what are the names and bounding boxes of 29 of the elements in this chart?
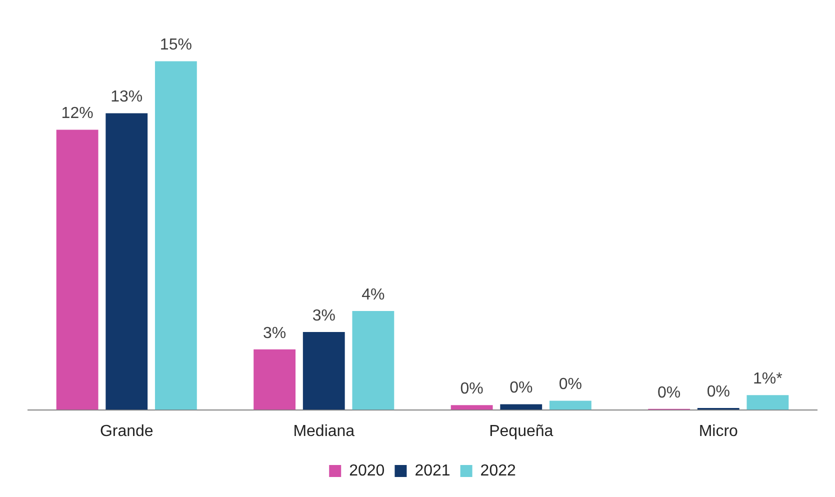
- bar: [106, 113, 148, 410]
- data-label: 0%: [558, 376, 582, 394]
- data-label: 0%: [658, 384, 681, 402]
- legend-label: 2022: [480, 462, 516, 480]
- data-label: 0%: [460, 380, 484, 398]
- bar: [450, 405, 493, 410]
- data-label: 0%: [706, 383, 730, 400]
- data-label: 15%: [160, 36, 192, 54]
- bar: [746, 395, 789, 410]
- bar: [352, 311, 394, 410]
- bar: [500, 404, 542, 410]
- x-tick-label: Grande: [100, 422, 154, 440]
- data-label: 3%: [263, 324, 286, 342]
- x-tick-label: Micro: [698, 422, 738, 440]
- legend-label: 2020: [349, 462, 385, 480]
- data-label: 3%: [312, 307, 336, 324]
- x-tick-label: Mediana: [293, 422, 355, 440]
- legend-label: 2021: [414, 462, 450, 480]
- x-tick-label: Pequeña: [489, 422, 554, 440]
- data-label: 1%*: [753, 370, 782, 388]
- data-label: 12%: [61, 105, 94, 122]
- data-label: 13%: [110, 88, 143, 106]
- bar: [254, 349, 296, 410]
- data-label: 4%: [362, 286, 385, 304]
- bar: [154, 61, 197, 410]
- bar: [549, 400, 592, 410]
- bar: [302, 332, 345, 410]
- bar: [56, 130, 98, 410]
- data-label: 0%: [510, 380, 533, 397]
